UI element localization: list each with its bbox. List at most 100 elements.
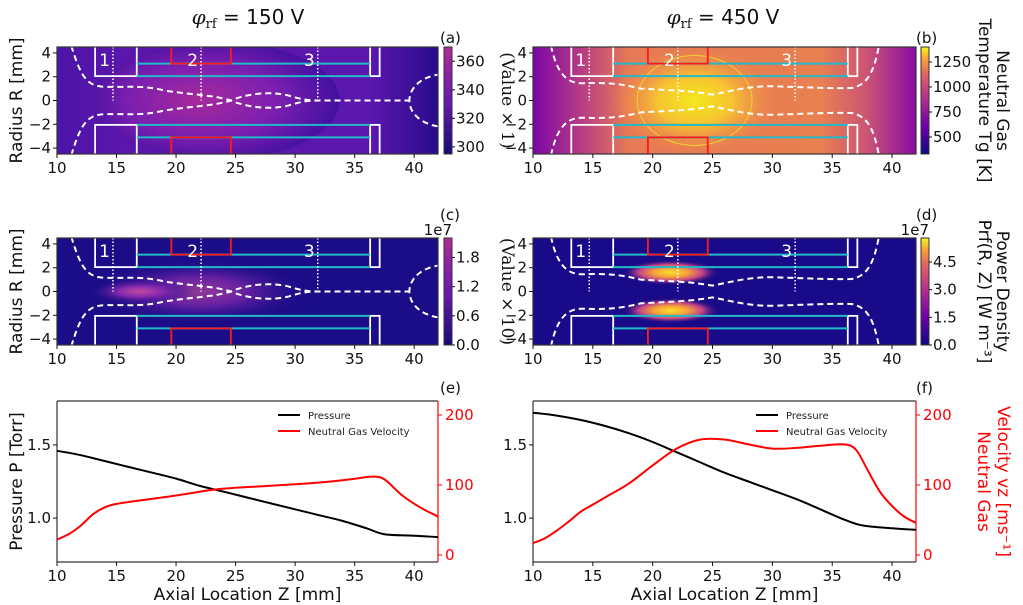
region-label-2: 2 bbox=[664, 242, 675, 262]
x-axis-label: Axial Location Z [mm] bbox=[154, 585, 342, 605]
region-label-3: 3 bbox=[304, 242, 315, 262]
colorbar-multiplier: 1e7 bbox=[901, 221, 929, 239]
panel-label-b: (b) bbox=[916, 29, 937, 47]
electrode-end-top bbox=[369, 47, 381, 78]
panel-label-a: (a) bbox=[440, 29, 461, 47]
colorbar-tick-label: 1.2 bbox=[456, 278, 480, 296]
y-tick-label: −2 bbox=[29, 306, 51, 324]
y-axis-label: Radius R [mm] bbox=[7, 37, 27, 163]
x-tick-label: 25 bbox=[226, 567, 245, 585]
x-tick-label: 10 bbox=[523, 350, 542, 368]
x-tick-label: 15 bbox=[583, 159, 602, 177]
y-tick-label: −4 bbox=[29, 139, 51, 157]
x-tick-label: 20 bbox=[167, 567, 186, 585]
electrode-2-top bbox=[170, 47, 232, 65]
electrode-1-bottom bbox=[94, 314, 138, 345]
sheath-boundary-top bbox=[550, 47, 880, 96]
x-tick-label: 35 bbox=[345, 567, 364, 585]
y-tick-label: 0 bbox=[517, 283, 527, 301]
colorbar bbox=[920, 237, 930, 346]
title-left: φrf = 150 V bbox=[192, 5, 305, 32]
x-tick-label: 25 bbox=[703, 567, 722, 585]
y-tick-label: 2 bbox=[41, 259, 51, 277]
legend-label: Pressure bbox=[786, 411, 829, 422]
y-tick-label: −2 bbox=[505, 115, 527, 133]
region-label-2: 2 bbox=[187, 242, 198, 262]
colorbar-tick-label: 0.0 bbox=[933, 336, 957, 354]
sheath-boundary-exit bbox=[408, 73, 438, 128]
electrode-2-top bbox=[647, 47, 709, 65]
title-right-phi: φ bbox=[667, 5, 681, 29]
colorbar bbox=[920, 46, 930, 155]
region-label-3: 3 bbox=[781, 51, 792, 71]
y-tick-label: 4 bbox=[41, 235, 51, 253]
heatmap-plot-area: 1 2 3 bbox=[533, 47, 916, 154]
colorbar-label: (Value × 10) bbox=[497, 238, 517, 345]
colorbar-tick-label: 500 bbox=[933, 128, 962, 146]
y-axis-label: Radius R [mm] bbox=[7, 228, 27, 354]
heatmap-plot-area: 1 2 3 bbox=[57, 238, 438, 345]
electrode-1-top bbox=[94, 238, 138, 269]
legend-label: Neutral Gas Velocity bbox=[786, 427, 888, 438]
x-tick-label: 15 bbox=[107, 567, 126, 585]
y-tick-label: −2 bbox=[29, 115, 51, 133]
heatmap-hotspot-bottom bbox=[620, 297, 721, 324]
colorbar-label-line-1: Neutral Gas bbox=[992, 50, 1012, 151]
colorbar-label-line-2: Temperature Tg [K] bbox=[974, 17, 994, 182]
x-tick-label: 30 bbox=[286, 159, 305, 177]
y-axis-label: Pressure P [Torr] bbox=[7, 412, 27, 551]
colorbar-tick-label: 360 bbox=[456, 52, 485, 70]
y-tick-label: 2 bbox=[517, 68, 527, 86]
line-panel-e: 10 15 20 25 30 35 40 1.0 1.5 0 100 200 Pressure Neutr… bbox=[7, 400, 474, 605]
electrode-1-top bbox=[570, 238, 615, 269]
region-label-1: 1 bbox=[99, 242, 110, 262]
electrode-end-bottom bbox=[369, 123, 381, 154]
x-tick-label: 30 bbox=[763, 567, 782, 585]
sheath-boundary-bottom bbox=[550, 296, 880, 345]
title-left-suffix: = 150 V bbox=[217, 5, 305, 29]
sheath-boundary-bottom bbox=[550, 105, 880, 154]
title-left-sub: rf bbox=[206, 17, 218, 32]
heatmap-plot-area: 1 2 3 bbox=[57, 47, 438, 154]
colorbar-tick-label: 340 bbox=[456, 81, 485, 99]
series-line-pressure bbox=[56, 449, 439, 539]
y-tick-label: 2 bbox=[41, 68, 51, 86]
y-tick-label: 4 bbox=[517, 235, 527, 253]
y-tick-label: 4 bbox=[517, 44, 527, 62]
electrode-end-bottom bbox=[846, 314, 859, 345]
colorbar-tick-label: 0.6 bbox=[456, 307, 480, 325]
region-label-2: 2 bbox=[187, 51, 198, 71]
y-tick-label: 0 bbox=[517, 92, 527, 110]
heatmap-background bbox=[533, 238, 916, 345]
x-tick-label: 15 bbox=[583, 567, 602, 585]
y2-axis-label-line-2: Velocity vz [ms⁻¹] bbox=[993, 406, 1013, 557]
region-label-3: 3 bbox=[781, 242, 792, 262]
y2-tick-label: 100 bbox=[923, 476, 952, 494]
y-tick-label: 1.5 bbox=[27, 436, 51, 454]
region-label-1: 1 bbox=[575, 242, 586, 262]
heatmap-glow bbox=[85, 257, 315, 326]
region-label-3: 3 bbox=[304, 51, 315, 71]
heatmap-hotspot bbox=[87, 278, 194, 305]
colorbar-tick-label: 4.5 bbox=[933, 253, 957, 271]
y-tick-label: 4 bbox=[41, 44, 51, 62]
colorbar-tick-label: 1250 bbox=[933, 53, 971, 71]
x-tick-label: 10 bbox=[47, 567, 66, 585]
x-axis-label: Axial Location Z [mm] bbox=[631, 585, 819, 605]
colorbar-tick-label: 300 bbox=[456, 138, 485, 156]
x-tick-label: 30 bbox=[286, 567, 305, 585]
x-tick-label: 40 bbox=[883, 350, 902, 368]
electrode-2-bottom bbox=[170, 327, 232, 345]
region-label-1: 1 bbox=[575, 51, 586, 71]
x-tick-label: 35 bbox=[823, 159, 842, 177]
colorbar-tick-label: 750 bbox=[933, 103, 962, 121]
y-tick-label: 0 bbox=[41, 92, 51, 110]
series-line-neutral-gas-velocity bbox=[532, 437, 917, 545]
x-tick-label: 25 bbox=[703, 350, 722, 368]
x-tick-label: 35 bbox=[823, 350, 842, 368]
x-tick-label: 10 bbox=[47, 350, 66, 368]
electrode-1-top bbox=[94, 47, 138, 78]
x-tick-label: 35 bbox=[345, 159, 364, 177]
